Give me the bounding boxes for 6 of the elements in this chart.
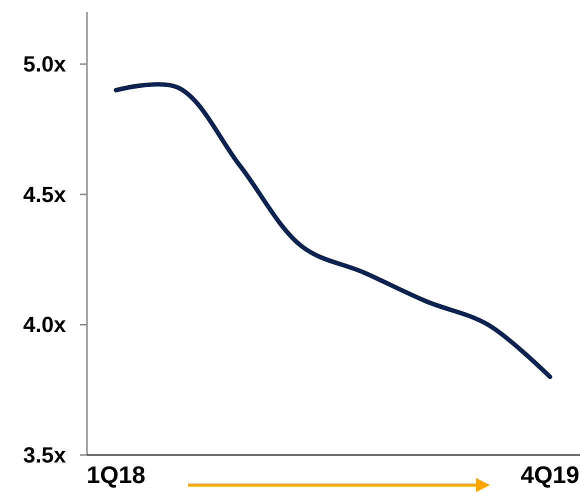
- y-tick-label: 4.0x: [23, 312, 67, 338]
- y-tick-label: 4.5x: [23, 182, 67, 207]
- x-tick-label: 1Q18: [86, 462, 146, 489]
- y-tick-label: 5.0x: [23, 52, 67, 77]
- x-tick-label: 4Q19: [520, 462, 580, 489]
- y-tick-label: 3.5x: [23, 442, 67, 468]
